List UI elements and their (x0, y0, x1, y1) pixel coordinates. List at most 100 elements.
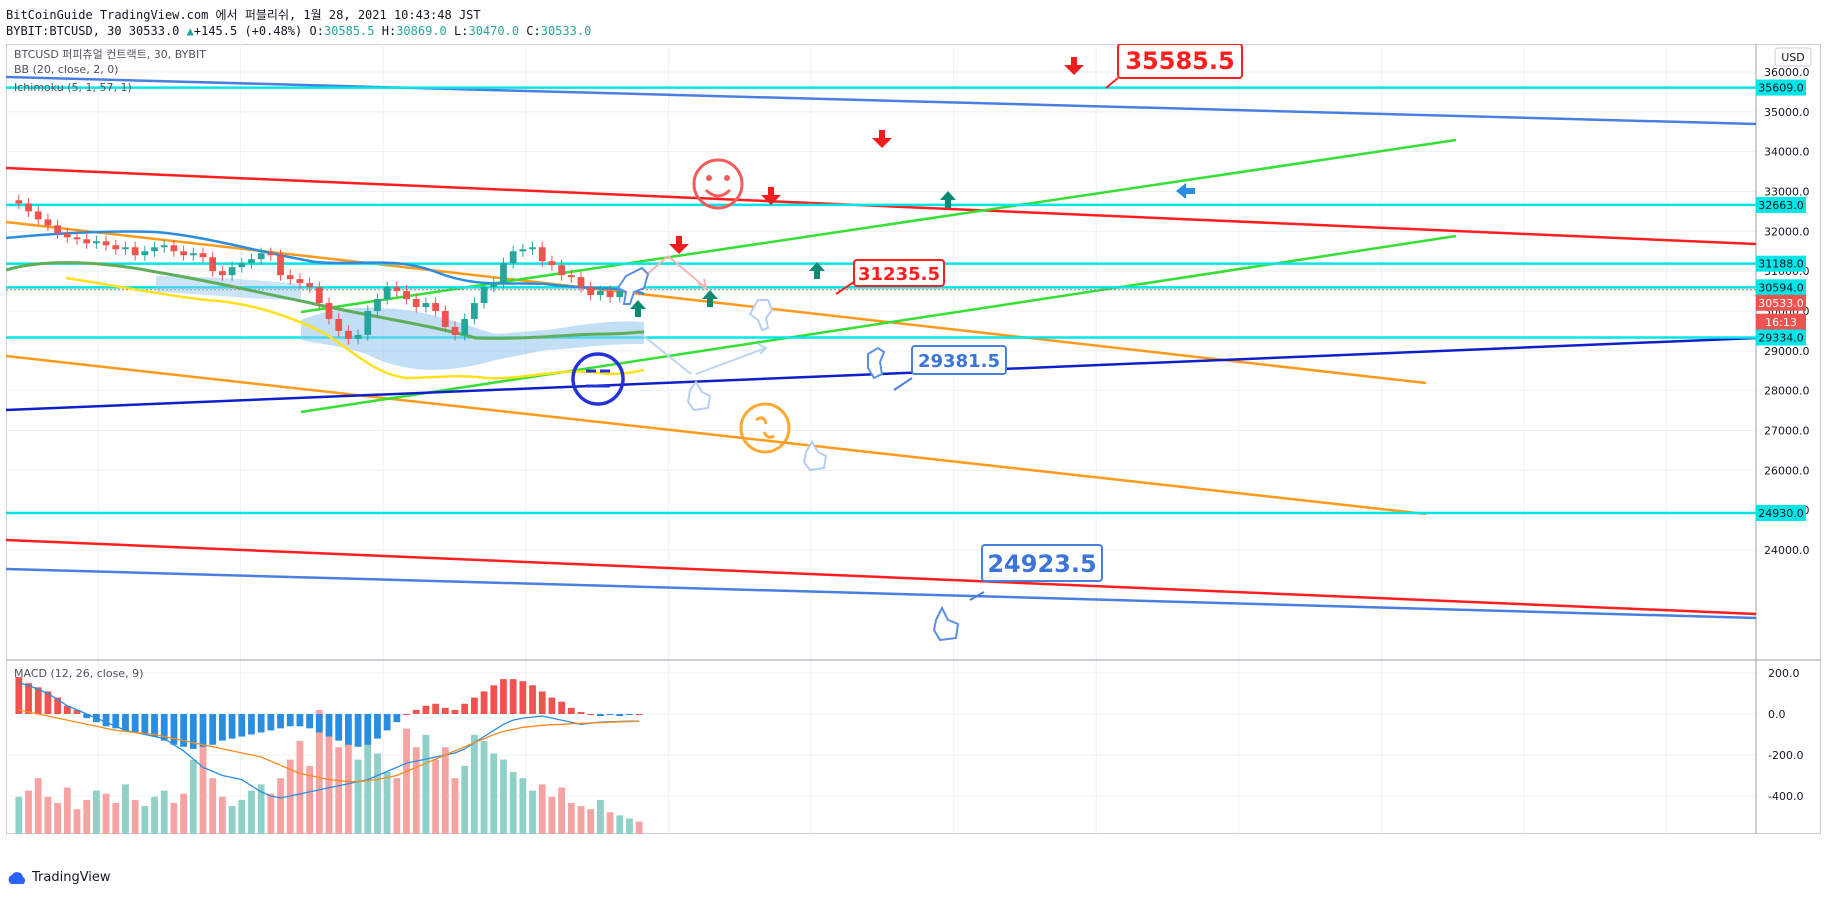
callout-label: 24923.5 (987, 550, 1096, 578)
macd-hist-bar (374, 714, 381, 739)
macd-hist-bar (83, 714, 91, 719)
macd-hist-bar (315, 714, 323, 733)
candle-body (500, 263, 507, 284)
candle-body (160, 245, 168, 248)
macd-hist-bar (461, 703, 469, 714)
candle-body (199, 253, 207, 258)
candle-body (383, 287, 391, 300)
candle-body (558, 265, 566, 276)
macd-hist-bar (606, 714, 614, 716)
change-up-icon: ▲ (186, 24, 194, 38)
price-change: +145.5 (+0.48%) (193, 24, 303, 38)
price-tick-label: 24000.0 (1764, 544, 1810, 557)
macd-hist-bar (635, 714, 643, 715)
price-tag (1756, 255, 1806, 272)
hand-pointer-icon (686, 380, 712, 412)
up-arrow-icon (702, 290, 718, 307)
candle-body (306, 283, 314, 288)
candle-body (441, 311, 449, 327)
down-arrow-icon (761, 187, 781, 205)
hand-pointer-icon (616, 266, 650, 305)
callout-label: 29381.5 (918, 351, 1000, 372)
candle-body (286, 275, 294, 280)
macd-hist-bar (151, 714, 158, 737)
macd-hist-bar (567, 707, 575, 714)
volume-bar (567, 803, 575, 834)
macd-hist-bar (616, 714, 624, 717)
candle-body (189, 253, 197, 256)
candle-body (577, 277, 585, 288)
candle-body (616, 291, 624, 298)
volume-bar (296, 741, 304, 834)
candle-body (296, 279, 304, 284)
macd-hist-bar (626, 714, 633, 716)
volume-bar (480, 741, 488, 834)
price-tag-label: 24930.0 (1758, 507, 1804, 520)
volume-bar (286, 759, 294, 834)
candle-body (403, 291, 410, 300)
volume-bar (461, 765, 469, 834)
macd-hist-bar (548, 697, 556, 714)
volume-bar (180, 793, 188, 834)
high-value: 30869.0 (396, 24, 447, 38)
macd-hist-bar (170, 714, 178, 745)
low-label: L: (454, 24, 469, 38)
price-tag-label: 29334.0 (1758, 332, 1804, 345)
volume-bar (470, 734, 478, 834)
candle-body (209, 257, 217, 272)
volume-bar (451, 778, 459, 834)
volume-bar (383, 772, 391, 834)
price-tag (1756, 294, 1806, 311)
callout-label: 31235.5 (858, 264, 940, 285)
volume-bar (412, 747, 420, 834)
candle-body (567, 275, 575, 278)
price-tag (1756, 313, 1806, 330)
candle-body (364, 311, 372, 335)
horizontal-levels (6, 86, 1756, 515)
candle-body (432, 303, 440, 311)
volume-bar (73, 809, 81, 834)
hand-pointer-icon (748, 299, 774, 332)
macd-hist-bar (538, 691, 546, 714)
candle-body (374, 299, 381, 311)
price-tag (1756, 79, 1806, 96)
chart-frame[interactable]: 35585.5 31235.5 29381.5 24923.5 BTCUSD 퍼… (6, 44, 1821, 834)
volume-bar (432, 759, 440, 834)
currency-button[interactable] (1774, 47, 1812, 67)
ichimoku-legend: Ichimoku (5, 1, 57, 1) (14, 81, 132, 94)
volume-bar (34, 778, 42, 834)
candle-body (257, 253, 265, 260)
blue-channel-top (6, 75, 1757, 126)
volume-bar (238, 799, 246, 834)
volume-bar (315, 710, 323, 834)
orange-channel-bottom (6, 354, 1427, 516)
volume-bar (616, 815, 624, 834)
macd-hist-bar (131, 714, 139, 733)
macd-hist-bar (403, 714, 410, 715)
macd-hist-bar (393, 714, 401, 723)
price-tick-label: 33000.0 (1764, 186, 1810, 199)
price-tag (1756, 329, 1806, 346)
price-tag-label: 30533.0 (1758, 297, 1804, 310)
macd-hist-bar (344, 714, 352, 745)
symbol-legend: BTCUSD 퍼피츄얼 컨트랙트, 30, BYBIT (14, 47, 206, 61)
volume-bar (83, 799, 91, 834)
close-label: C: (526, 24, 541, 38)
callout-31235: 31235.5 (835, 259, 945, 295)
macd-hist-bar (25, 683, 32, 714)
symbol-ohlc-bar: BYBIT:BTCUSD, 30 30533.0 ▲+145.5 (+0.48%… (6, 24, 591, 38)
volume-bar (218, 796, 226, 834)
macd-axis: 200.0 0.0 -200.0 -400.0 (1768, 667, 1803, 803)
tradingview-logo[interactable]: TradingView (6, 870, 111, 885)
hand-pointer-icons (616, 266, 960, 642)
open-value: 30585.5 (323, 24, 375, 38)
macd-hist-bar (451, 709, 459, 714)
up-arrow-icon (940, 191, 956, 208)
candle-body (54, 225, 62, 234)
price-tags: 35609.0 32663.0 31188.0 30594.0 30533.0 16:13… (1756, 79, 1806, 521)
price-tag (1756, 196, 1806, 213)
bb-legend: BB (20, close, 2, 0) (14, 63, 118, 76)
macd-hist-bar (480, 691, 488, 714)
candle-body (529, 247, 536, 250)
price-tick-label: 29000.0 (1764, 345, 1810, 358)
